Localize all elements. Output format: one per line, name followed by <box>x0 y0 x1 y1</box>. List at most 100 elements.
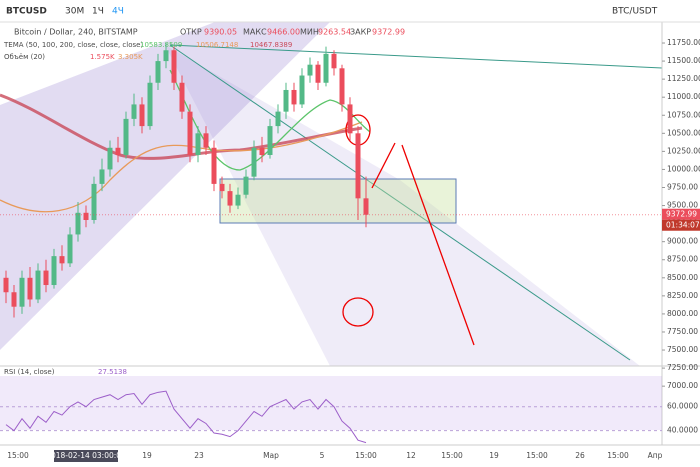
y-tick-label: 11000.00 <box>667 92 700 101</box>
candle-body <box>323 53 329 83</box>
candle-body <box>11 292 17 307</box>
candle-body <box>51 256 57 286</box>
interval-button[interactable]: 4Ч <box>112 7 124 17</box>
candle-body <box>259 147 265 155</box>
y-tick-label: 10000.00 <box>667 164 700 173</box>
x-tick-label: 15:00 <box>7 451 29 460</box>
candle-body <box>131 104 137 119</box>
trend-line <box>169 44 663 69</box>
tema-label: TEMA (50, 100, 200, close, close, close) <box>3 41 143 49</box>
y-tick-label: 9500.00 <box>667 201 698 210</box>
pair-search[interactable]: BTC/USDT <box>612 7 658 17</box>
y-tick-label: 8750.00 <box>667 255 698 264</box>
y-tick-label: 9000.00 <box>667 237 698 246</box>
y-tick-label: 9750.00 <box>667 182 698 191</box>
candle-body <box>187 111 193 155</box>
x-tick-label: Апр <box>648 451 663 460</box>
candle-body <box>267 126 273 155</box>
candle-body <box>19 277 25 307</box>
legend-label: МИН <box>300 28 319 37</box>
candle-body <box>227 191 233 206</box>
x-tick-label: 2018-02-14 03:00:00 <box>46 451 126 460</box>
interval-button[interactable]: 1Ч <box>92 7 104 17</box>
x-tick-label: 19 <box>489 451 499 460</box>
tema-200 <box>0 93 363 160</box>
symbol[interactable]: BTCUSD <box>6 7 47 17</box>
candle-body <box>83 212 89 221</box>
candle-body <box>3 277 9 293</box>
ascending-channel <box>0 22 330 350</box>
candle-body <box>235 194 241 206</box>
candle-body <box>99 169 105 184</box>
candle-body <box>27 277 33 300</box>
y-tick-label: 11250.00 <box>667 74 700 83</box>
candle-body <box>123 118 129 155</box>
candle-body <box>251 147 257 177</box>
volume-value: 1.575K <box>90 53 115 61</box>
x-tick-label: 15:00 <box>607 451 629 460</box>
tema-100 <box>0 121 363 213</box>
y-tick-label: 11500.00 <box>667 56 700 65</box>
candle-body <box>155 61 161 83</box>
candle-body <box>203 133 209 148</box>
candle-body <box>67 234 73 264</box>
candle-body <box>43 270 49 286</box>
candle-body <box>283 89 289 112</box>
candle-body <box>115 147 121 155</box>
candle-body <box>147 82 153 127</box>
candle-body <box>179 82 185 112</box>
rsi-tick-label: 60.0000 <box>667 402 698 411</box>
volume-label: Объём (20) <box>4 53 45 61</box>
candle-body <box>331 53 337 69</box>
countdown-text: 01:34:07 <box>666 221 700 230</box>
rsi-band <box>0 376 662 430</box>
legend-label: ОТКР <box>180 28 202 37</box>
x-tick-label: 12 <box>406 451 416 460</box>
candle-body <box>163 50 169 62</box>
candle-body <box>75 212 81 235</box>
x-tick-label: 26 <box>575 451 585 460</box>
x-tick-label: 15:00 <box>441 451 463 460</box>
legend-label: МАКС <box>243 28 267 37</box>
tema-value: 10467.8389 <box>250 41 292 49</box>
y-tick-label: 7000.00 <box>667 381 698 390</box>
interval-button[interactable]: 30M <box>65 7 84 17</box>
legend-title: Bitcoin / Dollar, 240, BITSTAMP <box>14 28 138 37</box>
legend-value: 9390.05 <box>204 28 237 37</box>
candle-body <box>275 111 281 127</box>
y-tick-label: 7750.00 <box>667 327 698 336</box>
legend-label: ЗАКР <box>350 28 371 37</box>
y-tick-label: 8000.00 <box>667 309 698 318</box>
y-tick-label: 7250.00 <box>667 363 698 372</box>
arrow <box>371 142 396 189</box>
candle-body <box>59 256 65 264</box>
y-tick-label: 10500.00 <box>667 128 700 137</box>
candle-body <box>195 133 201 155</box>
candle-body <box>347 104 353 134</box>
crosshair-time-tag <box>54 450 118 462</box>
x-tick-label: 15:00 <box>355 451 377 460</box>
candle-body <box>363 198 369 215</box>
candle-body <box>35 270 41 300</box>
y-tick-label: 7500.00 <box>667 345 698 354</box>
legend-value: 9372.99 <box>372 28 405 37</box>
drawings <box>0 21 700 446</box>
price-tag-text: 9372.99 <box>666 210 697 219</box>
candle-body <box>307 64 313 76</box>
candle-body <box>339 68 345 105</box>
trend-line <box>169 44 631 361</box>
candle-body <box>139 104 145 127</box>
y-tick-label: 8500.00 <box>667 273 698 282</box>
rsi-line <box>5 390 367 444</box>
arrow <box>401 144 475 346</box>
volume-value: 3.305K <box>118 53 143 61</box>
x-tick-label: 15:00 <box>526 451 548 460</box>
candle-body <box>299 75 305 105</box>
y-tick-label: 10750.00 <box>667 110 700 119</box>
range-box <box>219 178 457 224</box>
candle-body <box>107 147 113 170</box>
rsi-tick-label: 40.0000 <box>667 426 698 435</box>
rsi-label: RSI (14, close) <box>4 368 55 376</box>
